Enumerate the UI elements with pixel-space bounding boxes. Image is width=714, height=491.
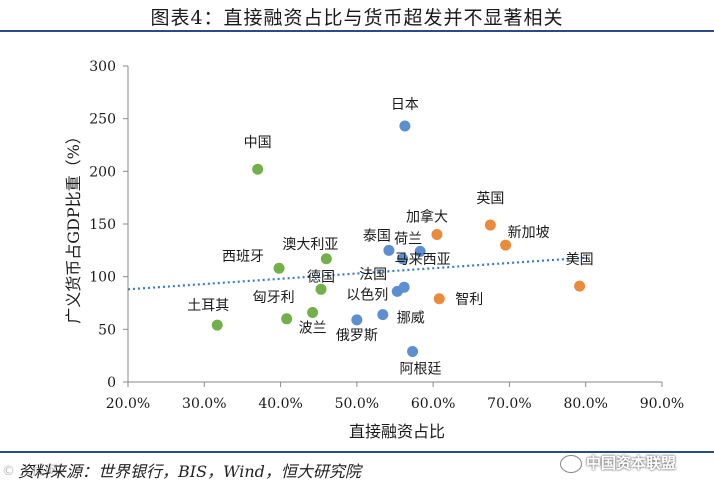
point-label: 法国 [359, 267, 387, 283]
point-label: 波兰 [299, 320, 327, 336]
point-label: 日本 [391, 97, 419, 113]
data-point [252, 163, 264, 175]
x-tick-label: 50.0% [335, 396, 379, 412]
point-label: 加拿大 [406, 209, 448, 226]
point-label: 中国 [244, 135, 272, 151]
x-tick-label: 70.0% [487, 396, 531, 412]
point-label: 新加坡 [508, 225, 550, 241]
point-label: 荷兰 [394, 231, 422, 247]
wechat-icon [560, 454, 582, 473]
data-point [574, 280, 586, 292]
data-point [397, 253, 409, 265]
data-point [307, 306, 319, 318]
x-tick-label: 30.0% [182, 396, 226, 412]
watermark-left: © 人民网 [2, 464, 59, 479]
point-label: 马来西亚 [395, 252, 451, 268]
watermark-right: 中国资本联盟 [560, 452, 676, 473]
watermark-right-text: 中国资本联盟 [586, 454, 677, 472]
data-point [414, 245, 426, 257]
x-tick-label: 60.0% [411, 396, 455, 412]
data-point [383, 244, 395, 256]
data-point [351, 314, 363, 326]
chart-title: 图表4：直接融资占比与货币超发并不显著相关 [150, 7, 564, 29]
source-note: 资料来源：世界银行，BIS，Wind，恒大研究院 [18, 462, 361, 481]
point-label: 澳大利亚 [282, 237, 338, 253]
point-label: 以色列 [346, 286, 388, 303]
trendline [127, 256, 586, 291]
data-point [320, 253, 332, 265]
x-tick-label: 80.0% [563, 396, 607, 412]
data-point [431, 229, 443, 241]
y-tick-label: 300 [89, 59, 116, 75]
data-point [407, 345, 419, 357]
point-label: 西班牙 [222, 249, 264, 265]
data-point [273, 262, 285, 274]
points-group [211, 120, 586, 357]
data-point [433, 293, 445, 305]
point-label: 英国 [476, 190, 504, 207]
point-label: 俄罗斯 [336, 328, 378, 344]
y-tick-label: 50 [98, 322, 116, 338]
data-point [500, 239, 512, 251]
bottom-rule [0, 451, 714, 453]
point-label: 土耳其 [187, 298, 229, 314]
axes: 20.0% 30.0% 40.0% 50.0% 60.0% 70.0% 80.0% 90.0%… [89, 59, 684, 412]
y-axis-label: 广义货币占GDP比重（%） [64, 128, 83, 324]
title-bar: 图表4：直接融资占比与货币超发并不显著相关 [0, 0, 714, 32]
y-tick-label: 150 [89, 217, 116, 233]
data-point [211, 319, 223, 331]
data-point [281, 313, 293, 325]
y-tick-label: 250 [89, 112, 116, 128]
data-point [391, 285, 403, 297]
trendline-group [127, 256, 586, 291]
data-point [377, 309, 389, 321]
point-label: 阿根廷 [400, 361, 442, 377]
y-tick-label: 100 [89, 270, 116, 286]
point-label: 挪威 [397, 311, 425, 327]
x-tick-label: 40.0% [258, 396, 302, 412]
data-point [484, 219, 496, 231]
point-label: 泰国 [363, 228, 391, 244]
y-tick-label: 200 [89, 164, 116, 180]
point-label: 匈牙利 [253, 290, 295, 306]
x-tick-label: 90.0% [640, 396, 684, 412]
point-label: 德国 [307, 269, 335, 285]
point-label: 智利 [455, 292, 483, 308]
x-tick-label: 20.0% [106, 396, 150, 412]
point-label: 美国 [566, 252, 594, 268]
data-point [399, 120, 411, 132]
data-point [315, 283, 327, 295]
y-tick-label: 0 [107, 375, 116, 391]
x-axis-label: 直接融资占比 [349, 422, 445, 441]
